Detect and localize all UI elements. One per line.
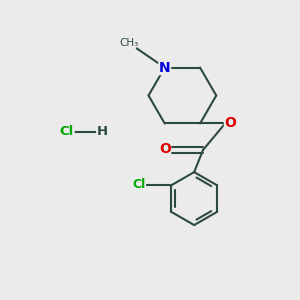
Text: O: O xyxy=(224,116,236,130)
Text: Cl: Cl xyxy=(60,125,74,138)
Text: CH₃: CH₃ xyxy=(119,38,138,48)
Text: Cl: Cl xyxy=(132,178,146,191)
Text: N: N xyxy=(159,61,170,75)
Text: O: O xyxy=(159,142,171,156)
Text: H: H xyxy=(97,125,108,138)
